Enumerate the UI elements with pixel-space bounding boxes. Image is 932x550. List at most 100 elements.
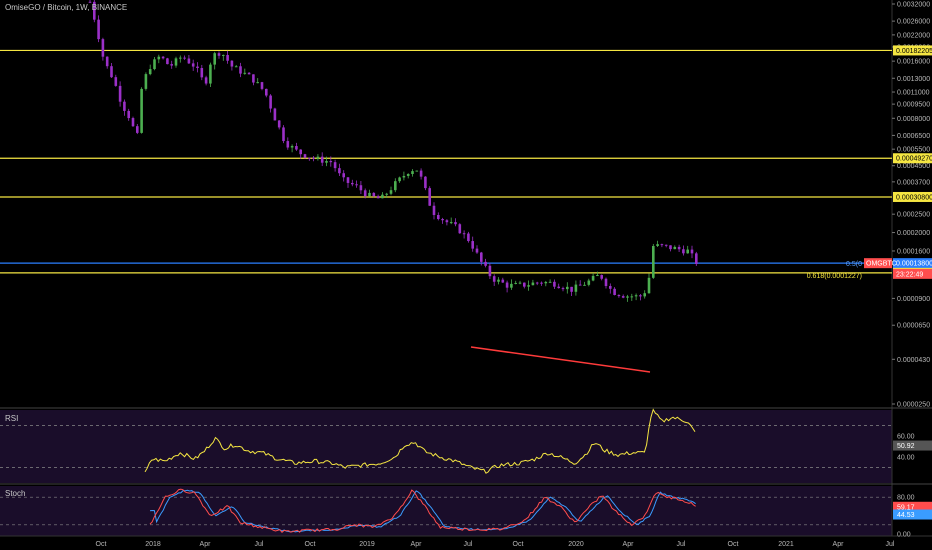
- candle-body: [213, 53, 216, 65]
- price-axis-tick: 0.0016000: [897, 59, 930, 66]
- candle-body: [277, 120, 281, 128]
- candle-body: [295, 146, 298, 150]
- candle-body: [402, 175, 406, 178]
- candle-body: [196, 66, 199, 69]
- candle-body: [480, 252, 483, 262]
- symbol-badge-label: OMGBTC: [866, 261, 897, 268]
- candle-body: [656, 244, 659, 246]
- candle-body: [247, 72, 251, 75]
- candle-body: [325, 161, 328, 163]
- countdown-badge-label: 23:22:49: [896, 271, 923, 278]
- candle-body: [273, 108, 277, 121]
- candle-body: [299, 149, 302, 155]
- time-axis-tick: 2021: [778, 541, 794, 548]
- candle-body: [385, 193, 388, 195]
- time-axis-tick: Jul: [886, 541, 895, 548]
- candle-body: [209, 64, 212, 84]
- candle-body: [497, 279, 500, 282]
- candle-body: [157, 56, 161, 60]
- candle-body: [437, 214, 440, 220]
- time-axis-tick: Apr: [623, 541, 635, 548]
- candlestick-series: [88, 0, 698, 302]
- price-axis-tick: 0.0000900: [897, 296, 930, 303]
- candle-body: [256, 82, 259, 84]
- candle-body: [484, 261, 487, 266]
- stoch-d-badge: [893, 509, 932, 520]
- candle-body: [695, 253, 698, 265]
- stoch-axis-tick: 80.00: [897, 495, 915, 502]
- candle-body: [316, 156, 320, 159]
- candle-body: [286, 141, 290, 148]
- candle-body: [114, 77, 118, 86]
- price-axis-tick: 0.0009500: [897, 102, 930, 109]
- level-badge: [893, 45, 932, 56]
- fib-label: 0.618(0.0001227): [807, 273, 862, 280]
- level-badge: [893, 153, 932, 164]
- candle-body: [179, 57, 182, 59]
- time-axis-tick: Apr: [411, 541, 423, 548]
- price-axis-tick: 0.0001600: [897, 248, 930, 255]
- level-badge-label: 0.00013800: [896, 261, 932, 268]
- candle-body: [166, 58, 169, 65]
- candle-body: [265, 88, 268, 96]
- stoch-d-label: 44.53: [897, 512, 915, 519]
- candle-body: [609, 286, 612, 289]
- candle-body: [574, 284, 578, 292]
- candle-body: [187, 58, 191, 64]
- time-axis-tick: Apr: [833, 541, 845, 548]
- price-axis-tick: 0.0008000: [897, 116, 930, 123]
- candle-body: [467, 233, 470, 242]
- candle-body: [101, 39, 105, 57]
- candle-body: [613, 288, 616, 295]
- candle-body: [583, 284, 586, 286]
- candle-body: [686, 249, 689, 254]
- candle-body: [243, 72, 247, 74]
- candle-body: [462, 233, 466, 235]
- time-axis-tick: Oct: [305, 541, 316, 548]
- price-axis-tick: 0.0003700: [897, 179, 930, 186]
- candle-body: [260, 82, 264, 89]
- candle-body: [544, 281, 548, 284]
- rsi-line: [144, 408, 696, 474]
- candle-body: [432, 205, 436, 215]
- stoch-k-label: 59.17: [897, 504, 915, 511]
- time-axis-tick: Jul: [464, 541, 473, 548]
- level-badge-label: 0.00049270: [896, 156, 932, 163]
- rsi-pane-background: [0, 410, 892, 483]
- stoch-axis-tick: 0.00: [897, 532, 911, 539]
- rsi-axis-tick: 40.00: [897, 454, 915, 461]
- candle-body: [411, 171, 414, 175]
- price-axis-tick: 0.0006500: [897, 133, 930, 140]
- candle-body: [131, 118, 135, 127]
- candle-body: [634, 295, 638, 297]
- candle-body: [118, 85, 122, 102]
- candle-body: [342, 173, 345, 178]
- candle-body: [518, 282, 522, 284]
- candle-body: [372, 192, 376, 197]
- candle-body: [217, 53, 221, 56]
- support-trendline: [470, 346, 651, 373]
- candle-body: [501, 279, 505, 283]
- candle-body: [591, 275, 595, 281]
- candle-body: [669, 245, 672, 250]
- candle-body: [355, 184, 358, 186]
- candle-body: [368, 192, 371, 197]
- candle-body: [389, 190, 393, 194]
- candle-body: [97, 19, 100, 40]
- candle-body: [303, 154, 307, 158]
- candle-body: [673, 246, 677, 250]
- candle-body: [320, 156, 324, 163]
- time-axis-tick: Apr: [200, 541, 212, 548]
- stoch-k-badge: [893, 501, 932, 512]
- candle-body: [252, 74, 255, 83]
- candle-body: [677, 246, 681, 250]
- price-axis-tick: 0.0000430: [897, 357, 930, 364]
- candle-body: [204, 77, 208, 84]
- candle-body: [144, 74, 148, 89]
- candle-body: [105, 56, 109, 67]
- candle-body: [454, 222, 457, 225]
- candle-body: [148, 69, 152, 75]
- candle-body: [123, 101, 126, 111]
- time-axis-tick: Jul: [677, 541, 686, 548]
